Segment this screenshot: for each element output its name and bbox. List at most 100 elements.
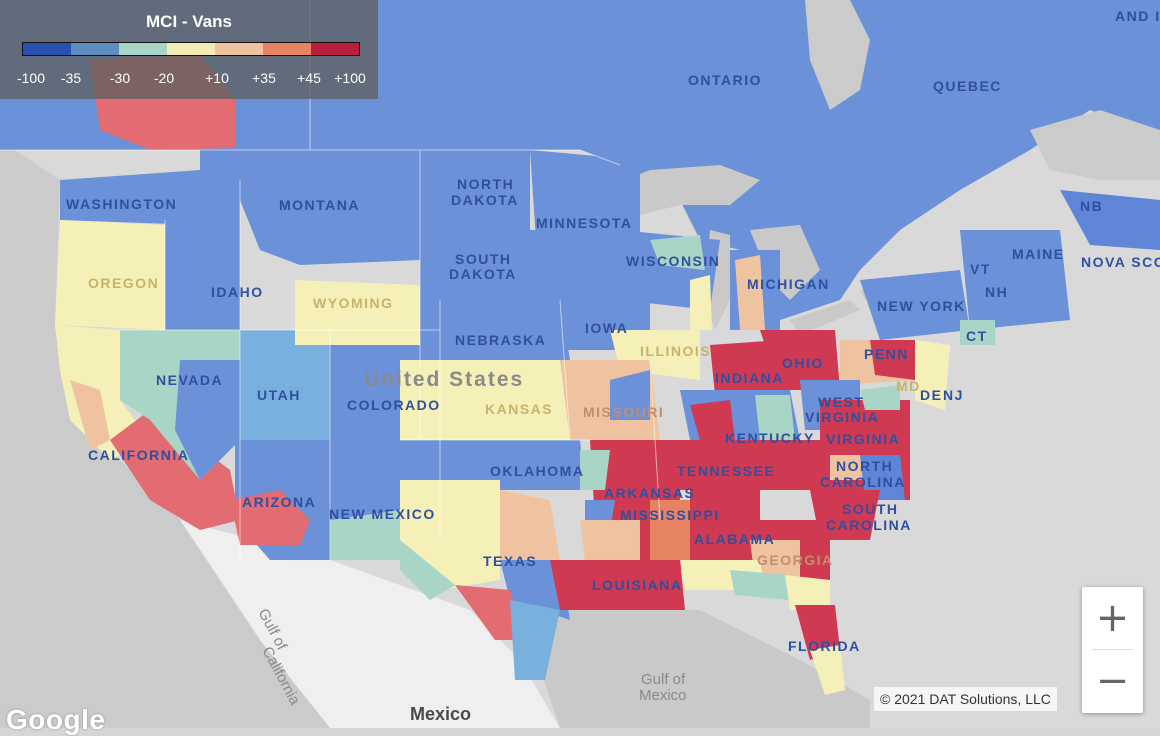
legend-tick: -30	[109, 70, 131, 86]
label-new-brunswick-top: AND I	[1115, 8, 1160, 24]
region-kentucky-mint	[755, 395, 795, 440]
region-utah	[240, 330, 330, 440]
region-nc-blue	[860, 455, 905, 500]
region-oregon	[55, 220, 165, 330]
region-maritimes-blue	[1060, 190, 1160, 250]
region-virginia	[820, 400, 910, 450]
region-missouri-blue	[610, 370, 650, 420]
region-idaho	[165, 180, 240, 330]
region-wisconsin-mint	[650, 235, 705, 270]
region-new-york	[860, 270, 970, 340]
label-utah: UTAH	[257, 387, 301, 403]
region-texas-pink	[500, 490, 560, 560]
label-ct: CT	[966, 328, 988, 344]
region-gulf-coast-mint	[730, 570, 790, 600]
label-wyoming: WYOMING	[313, 295, 394, 311]
label-oklahoma: OKLAHOMA	[490, 463, 584, 479]
lake-huron	[750, 225, 820, 300]
label-quebec: QUEBEC	[933, 78, 1002, 94]
region-nj-yellow	[915, 340, 950, 410]
label-new-mexico: NEW MEXICO	[329, 506, 436, 522]
copyright-notice: © 2021 DAT Solutions, LLC	[874, 687, 1057, 711]
state-borders	[0, 0, 661, 560]
legend-swatch	[263, 43, 311, 55]
label-south-carolina-1: SOUTH	[842, 501, 899, 517]
label-penn: PENN	[864, 346, 909, 362]
region-montana	[200, 150, 420, 265]
label-north-carolina-2: CAROLINA	[820, 474, 906, 490]
label-md: MD	[896, 378, 921, 394]
label-washington: WASHINGTON	[66, 196, 177, 212]
label-oregon: OREGON	[88, 275, 159, 291]
label-michigan: MICHIGAN	[747, 276, 830, 292]
region-louisiana	[550, 560, 685, 610]
region-alabama-orange	[650, 500, 700, 570]
region-arizona-red	[230, 490, 310, 545]
lake-erie	[790, 300, 860, 335]
label-virginia: VIRGINIA	[826, 431, 900, 447]
label-indiana: INDIANA	[715, 370, 784, 386]
region-kansas	[400, 360, 570, 440]
label-south-dakota-1: SOUTH	[455, 251, 512, 267]
region-new-mexico-mint	[330, 510, 400, 560]
label-nebraska: NEBRASKA	[455, 332, 546, 348]
pacific-water	[0, 140, 330, 728]
region-new-england	[960, 230, 1070, 330]
region-california-pink	[70, 380, 110, 450]
hudson-bay	[805, 0, 870, 110]
region-nevada-blue	[175, 360, 240, 480]
label-nj: NJ	[943, 387, 964, 403]
label-maine: MAINE	[1012, 246, 1065, 262]
region-indiana	[710, 340, 785, 395]
region-tennessee	[650, 440, 820, 490]
label-new-york: NEW YORK	[877, 298, 966, 314]
label-colorado: COLORADO	[347, 397, 441, 413]
region-michigan-yellow	[690, 275, 712, 330]
label-nova-scotia: NOVA SCO	[1081, 254, 1160, 270]
label-wisconsin: WISCONSIN	[626, 253, 720, 269]
legend-swatch	[167, 43, 215, 55]
label-ontario: ONTARIO	[688, 72, 762, 88]
label-minnesota: MINNESOTA	[536, 215, 632, 231]
region-texas-red	[455, 585, 525, 640]
legend-color-bar	[22, 42, 360, 56]
label-missouri: MISSOURI	[583, 404, 664, 420]
legend-swatch	[311, 43, 359, 55]
legend-tick: +45	[297, 70, 321, 86]
region-oklahoma	[440, 440, 585, 490]
region-nebraska	[420, 300, 570, 360]
legend-tick: -20	[153, 70, 175, 86]
region-ohio	[760, 330, 840, 390]
label-nb: NB	[1080, 198, 1103, 214]
zoom-in-button[interactable]: +	[1095, 595, 1130, 641]
region-florida-south	[810, 645, 845, 695]
label-mexico: Mexico	[410, 704, 471, 724]
label-illinois: ILLINOIS	[640, 343, 711, 359]
label-mississippi: MISSISSIPPI	[620, 507, 720, 523]
legend-swatch	[215, 43, 263, 55]
legend-tick: +100	[334, 70, 366, 86]
region-georgia-pink	[750, 540, 800, 580]
region-oklahoma-mint	[580, 450, 610, 490]
gulf-of-mexico-water	[520, 610, 870, 728]
label-kansas: KANSAS	[485, 401, 553, 417]
label-gulf-of-mexico-1: Gulf of	[641, 671, 686, 688]
mexico-land	[180, 520, 560, 728]
label-west-virginia-1: WEST	[818, 394, 864, 410]
label-de: DE	[920, 387, 942, 403]
legend-swatch	[71, 43, 119, 55]
legend-swatch	[119, 43, 167, 55]
label-ohio: OHIO	[782, 355, 824, 371]
legend-panel: MCI - Vans -100 -35 -30 -20 +10 +35 +45 …	[0, 0, 378, 99]
quebec-gulf	[1030, 110, 1160, 180]
region-texas-lightblue	[510, 600, 560, 680]
zoom-out-button[interactable]: −	[1095, 658, 1130, 704]
label-montana: MONTANA	[279, 197, 360, 213]
legend-tick: +10	[205, 70, 229, 86]
label-kentucky: KENTUCKY	[725, 430, 815, 446]
label-georgia: GEORGIA	[757, 552, 834, 568]
label-california: CALIFORNIA	[88, 447, 189, 463]
label-north-carolina-1: NORTH	[836, 458, 893, 474]
label-nevada: NEVADA	[156, 372, 223, 388]
